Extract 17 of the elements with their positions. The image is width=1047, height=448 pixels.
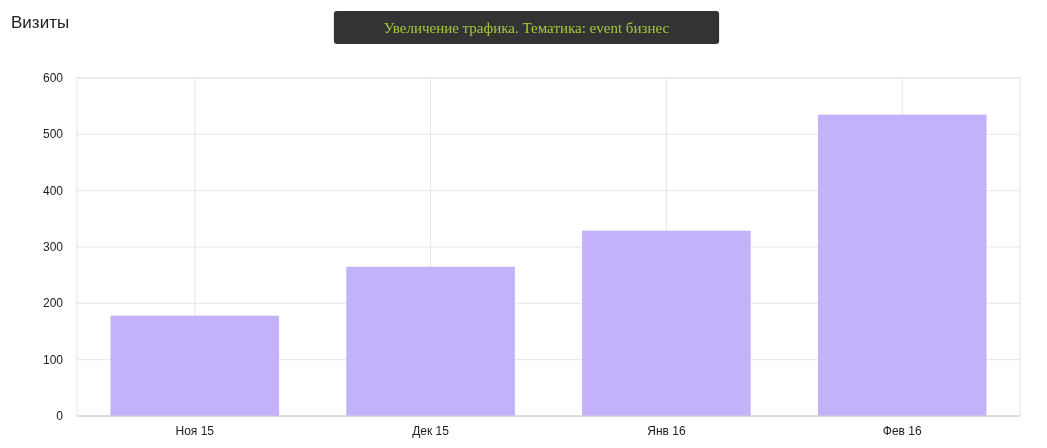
y-tick-label: 200 bbox=[42, 296, 64, 311]
y-tick-label: 100 bbox=[42, 352, 64, 367]
y-tick-label: 400 bbox=[42, 183, 64, 198]
bar bbox=[582, 230, 751, 416]
bar bbox=[346, 266, 515, 416]
bar bbox=[110, 315, 280, 416]
y-tick-label: 600 bbox=[42, 71, 64, 85]
chart-title: Увеличение трафика. Тематика: event бизнес bbox=[383, 20, 670, 36]
x-tick-label: Янв 16 bbox=[647, 424, 686, 438]
x-tick-label: Фев 16 bbox=[882, 424, 922, 438]
y-tick-label: 300 bbox=[42, 240, 64, 254]
y-tick-label: 0 bbox=[56, 409, 64, 423]
x-tick-label: Ноя 15 bbox=[175, 424, 215, 438]
y-tick-label: 500 bbox=[42, 127, 64, 142]
x-tick-label: Дек 15 bbox=[412, 424, 450, 438]
y-axis-title: Визиты bbox=[11, 13, 70, 32]
bar bbox=[817, 114, 987, 416]
